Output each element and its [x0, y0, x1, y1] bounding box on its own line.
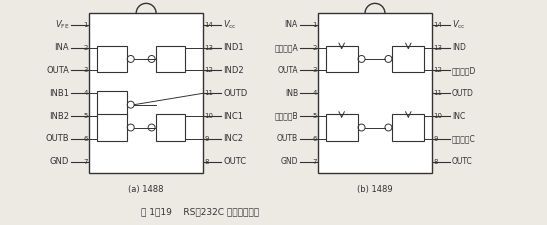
Text: IND1: IND1	[223, 43, 244, 52]
Text: OUTC: OUTC	[452, 157, 473, 166]
Text: 2: 2	[312, 45, 317, 51]
Text: 7: 7	[312, 159, 317, 165]
Text: 7: 7	[84, 159, 88, 165]
Text: INB: INB	[285, 89, 298, 98]
Bar	[97, 114, 127, 141]
Text: 图 1－19    RS－232C 电平转换芯片: 图 1－19 RS－232C 电平转换芯片	[141, 207, 259, 216]
Bar	[392, 45, 424, 72]
Text: 响应控制C: 响应控制C	[452, 135, 476, 144]
Text: 13: 13	[433, 45, 442, 51]
Text: 11: 11	[433, 90, 442, 96]
Text: 9: 9	[205, 136, 209, 142]
Text: 1: 1	[84, 22, 88, 28]
Text: $V_{\rm cc}$: $V_{\rm cc}$	[452, 18, 466, 31]
Text: (b) 1489: (b) 1489	[357, 185, 393, 194]
Text: 响应控制B: 响应控制B	[274, 112, 298, 121]
Text: OUTC: OUTC	[223, 157, 246, 166]
Text: 9: 9	[433, 136, 438, 142]
Text: OUTD: OUTD	[452, 89, 474, 98]
Text: INB2: INB2	[49, 112, 69, 121]
Text: INA: INA	[284, 20, 298, 29]
Bar	[392, 114, 424, 141]
Text: 响应控制D: 响应控制D	[452, 66, 476, 75]
Text: OUTB: OUTB	[277, 135, 298, 144]
Text: 3: 3	[84, 67, 88, 73]
Bar	[155, 45, 185, 72]
Bar	[325, 114, 358, 141]
Text: 6: 6	[312, 136, 317, 142]
Text: 12: 12	[205, 67, 213, 73]
Text: (a) 1488: (a) 1488	[129, 185, 164, 194]
Text: 5: 5	[312, 113, 317, 119]
Text: INB1: INB1	[49, 89, 69, 98]
Bar	[325, 45, 358, 72]
Text: 8: 8	[433, 159, 438, 165]
Text: 响应控制A: 响应控制A	[274, 43, 298, 52]
Text: 5: 5	[84, 113, 88, 119]
Text: $V_{\rm cc}$: $V_{\rm cc}$	[223, 18, 237, 31]
Text: 4: 4	[312, 90, 317, 96]
Bar	[97, 91, 127, 118]
Text: OUTA: OUTA	[277, 66, 298, 75]
Text: 6: 6	[84, 136, 88, 142]
Bar	[97, 45, 127, 72]
Text: OUTD: OUTD	[223, 89, 247, 98]
Text: OUTB: OUTB	[45, 135, 69, 144]
Text: $V_{\rm FE}$: $V_{\rm FE}$	[55, 18, 69, 31]
Text: INC2: INC2	[223, 135, 243, 144]
Text: INA: INA	[54, 43, 69, 52]
Text: 10: 10	[205, 113, 213, 119]
Bar	[89, 13, 203, 173]
Text: 12: 12	[433, 67, 442, 73]
Text: INC1: INC1	[223, 112, 243, 121]
Text: 14: 14	[433, 22, 442, 28]
Text: IND2: IND2	[223, 66, 244, 75]
Text: 14: 14	[205, 22, 213, 28]
Text: INC: INC	[452, 112, 465, 121]
Bar	[155, 114, 185, 141]
Text: 13: 13	[205, 45, 213, 51]
Text: OUTA: OUTA	[46, 66, 69, 75]
Text: 11: 11	[205, 90, 213, 96]
Text: 8: 8	[205, 159, 209, 165]
Text: GND: GND	[281, 157, 298, 166]
Text: 2: 2	[84, 45, 88, 51]
Text: 4: 4	[84, 90, 88, 96]
Text: 3: 3	[312, 67, 317, 73]
Text: IND: IND	[452, 43, 466, 52]
Bar	[318, 13, 432, 173]
Text: GND: GND	[50, 157, 69, 166]
Text: 10: 10	[433, 113, 442, 119]
Text: 1: 1	[312, 22, 317, 28]
